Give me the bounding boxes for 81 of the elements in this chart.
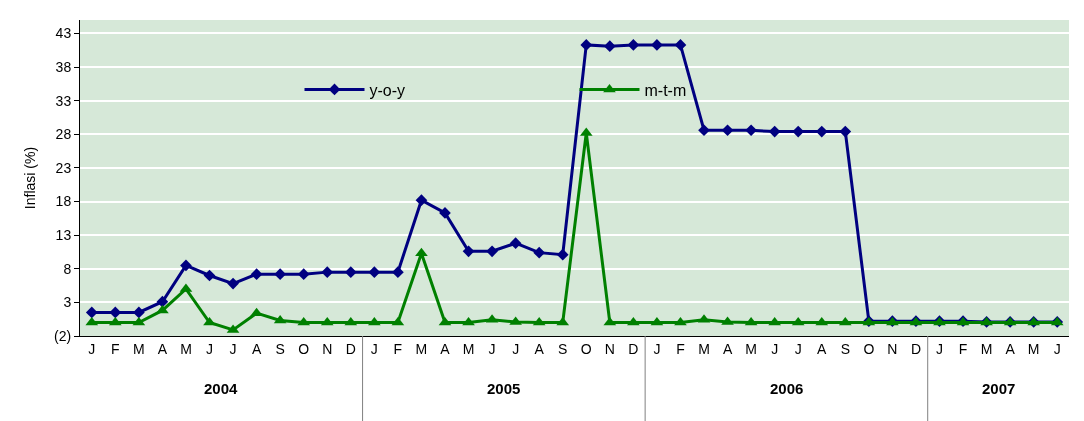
x-tick-label: D <box>628 340 639 357</box>
x-tick-label: J <box>1053 340 1061 357</box>
x-tick-label: M <box>745 340 757 357</box>
x-tick-label: D <box>345 340 356 357</box>
x-tick-label: J <box>88 340 96 357</box>
point <box>156 295 169 308</box>
x-tick-label: F <box>111 340 120 357</box>
x-tick-label: A <box>440 340 451 357</box>
point <box>721 124 734 137</box>
point <box>745 124 757 137</box>
x-tick-label: M <box>415 340 428 357</box>
point <box>415 194 428 207</box>
y-tick-label: 28 <box>55 126 72 143</box>
x-tick-label: J <box>370 340 378 357</box>
point <box>533 246 546 259</box>
x-tick-label: F <box>676 340 685 357</box>
x-tick-label: J <box>206 340 214 357</box>
x-tick-label: A <box>817 340 828 357</box>
x-tick-label: D <box>910 340 921 357</box>
x-tick-label: O <box>580 340 592 357</box>
x-tick-label: S <box>840 340 850 357</box>
x-tick-label: N <box>887 340 898 357</box>
y-tick-label: 38 <box>55 58 72 75</box>
x-tick-label: J <box>488 340 496 357</box>
point <box>674 39 687 51</box>
x-tick-label: M <box>1027 340 1040 357</box>
x-tick-label: A <box>1005 340 1016 357</box>
y-tick-label: 8 <box>63 260 72 277</box>
y-tick-label: 23 <box>55 159 72 176</box>
point <box>368 266 381 278</box>
point <box>462 245 475 258</box>
x-tick-label: J <box>653 340 661 357</box>
text: 2005 <box>487 380 521 397</box>
x-tick-label: J <box>771 340 779 357</box>
point <box>392 266 404 278</box>
y-axis-title: Inflasi (%) <box>21 146 38 210</box>
point <box>698 124 710 137</box>
point <box>227 277 239 290</box>
x-tick-label: M <box>180 340 192 357</box>
x-tick-label: J <box>794 340 802 357</box>
text: 2007 <box>982 380 1016 397</box>
x-tick-label: J <box>512 340 520 357</box>
text: 2006 <box>770 380 804 397</box>
point <box>486 245 498 258</box>
point <box>274 268 286 280</box>
y-tick-label: 43 <box>55 25 72 42</box>
y-tick-label: (2) <box>54 327 72 344</box>
x-tick-label: M <box>462 340 475 357</box>
point <box>509 237 522 250</box>
x-tick-label: A <box>534 340 545 357</box>
point <box>203 269 216 282</box>
y-tick-label: 3 <box>63 294 72 311</box>
point <box>133 306 145 319</box>
x-tick-label: N <box>322 340 333 357</box>
x-tick-label: A <box>251 340 262 357</box>
y-tick-label: 13 <box>55 227 72 244</box>
legend-label: y-o-y <box>369 81 406 99</box>
point <box>415 247 428 257</box>
point <box>180 259 192 272</box>
point <box>651 39 663 51</box>
x-tick-label: F <box>393 340 403 357</box>
x-tick-label: N <box>604 340 615 357</box>
x-tick-label: A <box>157 340 168 357</box>
point <box>556 248 569 261</box>
point <box>156 304 169 314</box>
x-tick-label: O <box>863 340 875 357</box>
x-tick-label: O <box>298 340 310 357</box>
x-tick-label: M <box>980 340 993 357</box>
legend-label: m-t-m <box>644 81 687 99</box>
x-tick-label: F <box>958 340 968 357</box>
y-tick-label: 33 <box>55 92 72 109</box>
x-tick-label: J <box>935 340 943 357</box>
x-tick-label: M <box>133 340 145 357</box>
x-tick-label: J <box>229 340 237 357</box>
point <box>250 268 263 280</box>
x-tick-label: M <box>698 340 710 357</box>
y-tick-label: 18 <box>55 193 72 210</box>
x-tick-label: A <box>722 340 733 357</box>
text: 2004 <box>204 380 239 397</box>
x-tick-label: S <box>558 340 568 357</box>
x-tick-label: S <box>275 340 285 357</box>
